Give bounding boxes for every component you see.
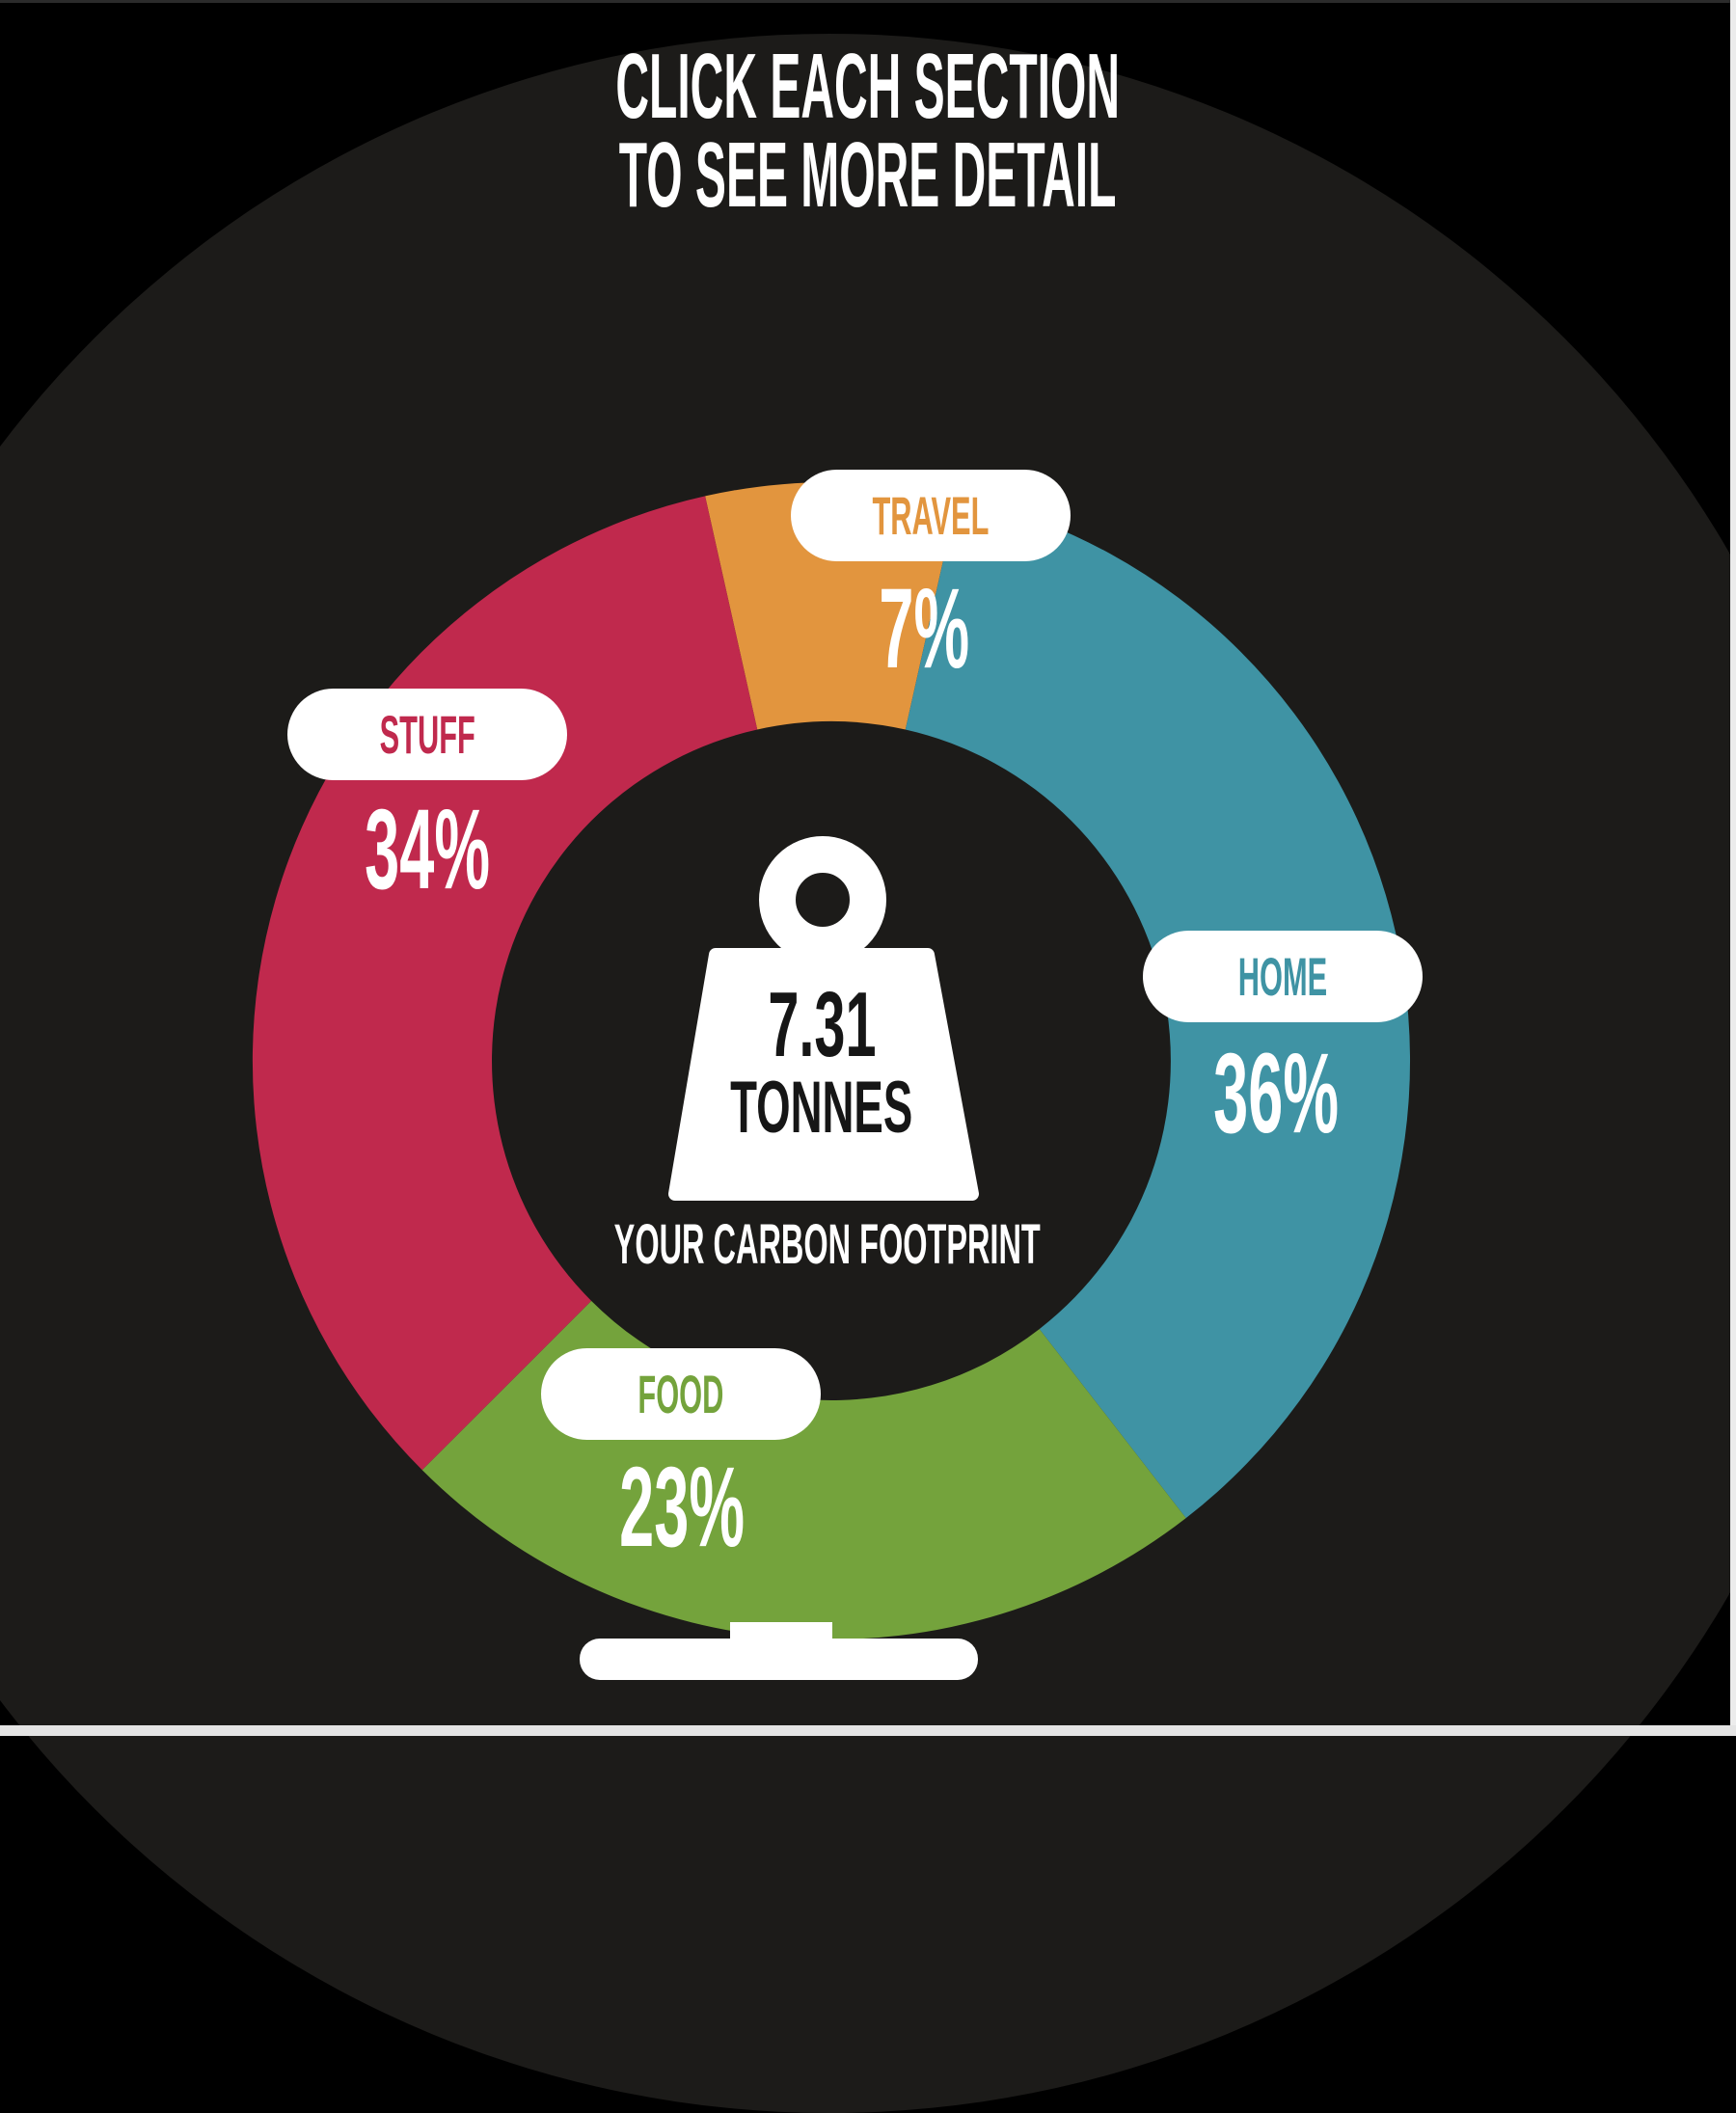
weight-icon (668, 836, 979, 1201)
weight-handle-ring-icon (759, 836, 886, 963)
right-edge-strip (1730, 0, 1736, 1736)
segment-home[interactable] (905, 496, 1411, 1519)
pill-stuff-label: STUFF (379, 704, 475, 765)
carbon-footprint-donut-chart (252, 481, 1411, 1680)
pill-home-label: HOME (1237, 946, 1328, 1007)
weight-body-icon (668, 948, 979, 1201)
segment-stuff[interactable] (252, 496, 758, 1471)
pill-home[interactable]: HOME (1143, 931, 1423, 1022)
pill-food[interactable]: FOOD (541, 1348, 821, 1440)
pill-stuff[interactable]: STUFF (287, 689, 567, 780)
top-edge-strip (0, 0, 1736, 3)
bottom-edge-strip (0, 1725, 1736, 1736)
pill-travel-label: TRAVEL (872, 485, 990, 546)
pill-food-label: FOOD (637, 1364, 724, 1424)
pedestal-stem (730, 1622, 832, 1643)
pedestal (580, 1622, 978, 1680)
pill-travel[interactable]: TRAVEL (791, 470, 1071, 561)
pedestal-base-bar (580, 1639, 978, 1680)
